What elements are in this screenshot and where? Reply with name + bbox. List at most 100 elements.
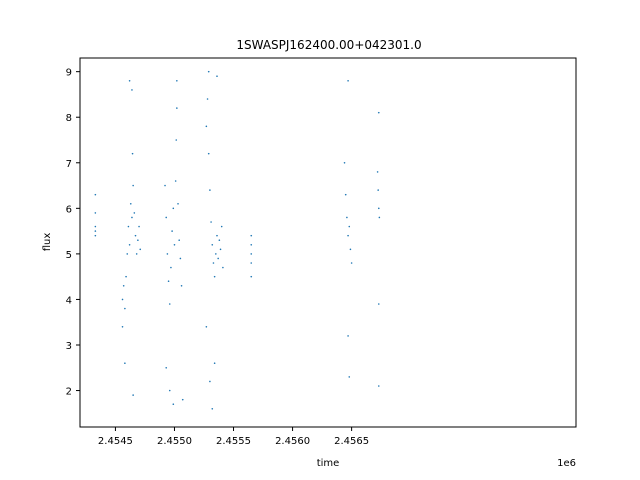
data-point — [348, 225, 351, 228]
data-point — [212, 262, 215, 264]
data-point — [125, 275, 127, 278]
data-point — [207, 70, 210, 73]
data-point — [222, 266, 224, 269]
data-point — [167, 280, 170, 283]
data-point — [124, 307, 126, 310]
x-axis: 2.4545 2.4550 2.4555 2.4560 2.4565 — [98, 427, 369, 447]
data-point — [176, 79, 178, 82]
data-point — [250, 234, 253, 237]
data-point — [127, 225, 130, 228]
data-point — [250, 253, 253, 255]
data-point — [250, 275, 253, 278]
data-point — [121, 325, 124, 328]
x-tick-label: 2.4560 — [275, 436, 310, 447]
data-point — [250, 243, 253, 246]
data-point — [94, 193, 97, 196]
data-point — [131, 89, 133, 91]
data-point — [94, 225, 97, 228]
y-tick-label: 4 — [66, 295, 72, 306]
data-point — [178, 239, 180, 242]
data-point — [122, 284, 125, 287]
x-axis-label: time — [317, 458, 340, 469]
data-point — [216, 75, 218, 78]
data-point — [128, 79, 131, 82]
data-point — [213, 275, 216, 278]
data-point — [347, 79, 349, 82]
x-tick-label: 2.4565 — [334, 436, 369, 447]
data-point — [94, 212, 97, 214]
data-point — [170, 266, 172, 269]
data-point — [177, 202, 179, 205]
data-point — [220, 225, 223, 228]
data-point — [174, 180, 177, 182]
data-point — [134, 234, 137, 237]
data-point — [215, 253, 217, 255]
data-point — [377, 189, 379, 191]
data-point — [377, 207, 380, 210]
data-point — [378, 216, 381, 219]
y-tick-label: 7 — [66, 159, 72, 170]
data-point — [216, 234, 218, 237]
y-tick-label: 2 — [66, 387, 72, 398]
data-point — [176, 107, 178, 109]
y-tick-label: 3 — [66, 341, 72, 352]
x-tick-label: 2.4545 — [98, 436, 133, 447]
data-point — [376, 171, 379, 173]
data-point — [168, 389, 171, 392]
data-points — [94, 70, 381, 410]
data-point — [172, 403, 175, 406]
data-point — [165, 366, 168, 369]
x-axis-offset-text: 1e6 — [557, 458, 576, 469]
data-point — [165, 216, 168, 219]
data-point — [171, 230, 173, 232]
data-point — [129, 202, 132, 205]
data-point — [205, 125, 208, 128]
data-point — [347, 335, 349, 337]
y-tick-label: 8 — [66, 113, 72, 124]
data-point — [172, 207, 175, 210]
data-point — [219, 248, 222, 251]
data-point — [207, 152, 210, 155]
data-point — [343, 161, 346, 164]
data-point — [135, 253, 138, 255]
data-point — [346, 216, 348, 219]
data-point — [173, 243, 176, 246]
data-point — [206, 98, 209, 100]
y-axis: 2 3 4 5 6 7 8 9 — [66, 68, 80, 398]
y-tick-label: 6 — [66, 204, 72, 215]
data-point — [213, 362, 216, 365]
data-point — [121, 298, 124, 301]
data-point — [166, 253, 169, 255]
plot-frame — [79, 57, 577, 428]
data-point — [179, 257, 182, 260]
data-point — [349, 248, 352, 251]
data-point — [138, 225, 140, 228]
y-axis-label: flux — [42, 233, 53, 252]
data-point — [348, 376, 351, 378]
data-point — [377, 111, 380, 114]
y-tick-label: 9 — [66, 68, 72, 79]
x-tick-label: 2.4550 — [157, 436, 192, 447]
data-point — [211, 243, 214, 246]
data-point — [250, 262, 253, 264]
data-point — [211, 407, 214, 410]
data-point — [350, 262, 353, 264]
data-point — [94, 230, 97, 232]
data-point — [168, 303, 171, 305]
data-point — [210, 221, 212, 223]
data-point — [131, 152, 134, 155]
data-point — [133, 212, 136, 214]
x-tick-label: 2.4555 — [216, 436, 251, 447]
data-point — [124, 362, 126, 365]
data-point — [132, 184, 134, 187]
data-point — [377, 385, 380, 387]
data-point — [139, 248, 142, 251]
data-point — [132, 394, 134, 396]
data-point — [181, 398, 184, 401]
data-point — [137, 239, 139, 242]
data-point — [175, 139, 178, 141]
data-point — [377, 303, 380, 305]
chart-title: 1SWASPJ162400.00+042301.0 — [236, 38, 421, 52]
data-point — [209, 189, 211, 191]
